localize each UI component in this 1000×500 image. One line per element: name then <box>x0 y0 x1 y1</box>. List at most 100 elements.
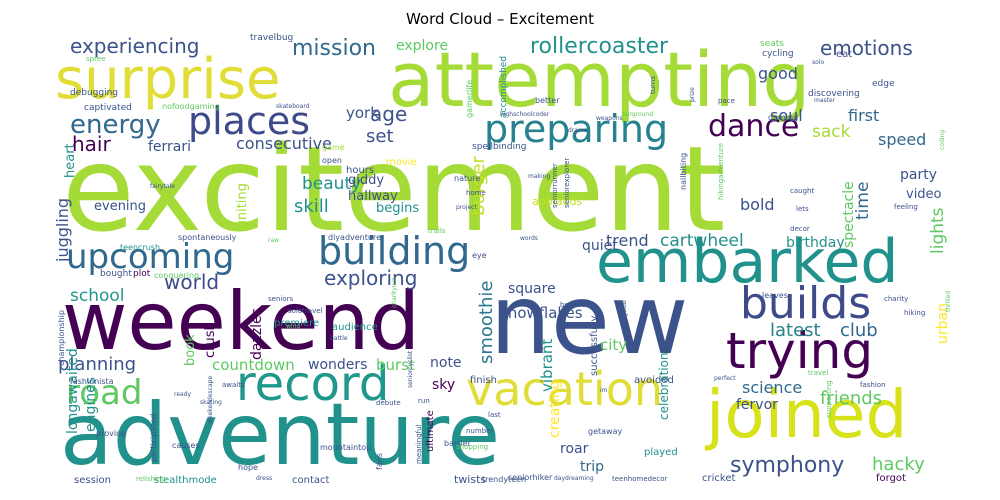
cloud-word: participated <box>149 413 158 462</box>
cloud-word: adventure <box>60 385 501 485</box>
cloud-word: fans <box>375 453 384 470</box>
cloud-word: causes <box>172 441 200 450</box>
cloud-word: exploring <box>324 266 418 290</box>
cloud-word: supporting <box>825 380 833 418</box>
cloud-word: perfect <box>714 375 736 382</box>
cloud-word: session <box>74 475 112 486</box>
cloud-word: trendyteen <box>482 475 527 484</box>
cloud-word: city <box>600 336 628 354</box>
cloud-word: spectacle <box>841 181 857 248</box>
cloud-word: soul <box>770 106 803 125</box>
cloud-word: wonders <box>308 357 368 373</box>
cloud-word: accomplished <box>499 55 509 118</box>
cloud-word: party <box>900 167 937 183</box>
cloud-word: dance <box>708 109 800 144</box>
cloud-word: decor <box>790 225 810 233</box>
cloud-word: seniorhiker <box>508 473 553 482</box>
cloud-word: skateboard <box>276 103 310 110</box>
cloud-word: sack <box>812 122 851 142</box>
cloud-word: applauds <box>532 195 583 208</box>
cloud-word: last <box>488 411 501 419</box>
cloud-word: diyadventure <box>328 233 381 242</box>
cloud-word: daydreaming <box>554 475 594 482</box>
cloud-word: burst <box>376 356 415 374</box>
cloud-word: wind <box>286 323 301 330</box>
cloud-word: skill <box>294 196 329 217</box>
cloud-word: booked <box>560 301 586 309</box>
cloud-word: science <box>742 378 803 397</box>
cloud-word: birthday <box>786 235 845 251</box>
cloud-word: juggling <box>53 197 72 262</box>
cloud-word: finish <box>470 375 497 386</box>
cloud-word: hair <box>72 132 111 156</box>
cloud-word: nofoodgaming <box>162 102 220 111</box>
cloud-word: cricket <box>702 473 736 484</box>
cloud-word: spontaneously <box>178 233 237 242</box>
cloud-word: evening <box>94 199 147 214</box>
cloud-word: school <box>70 286 125 306</box>
cloud-word: longawaited <box>65 348 81 434</box>
cloud-word: nailbiting <box>679 152 688 190</box>
cloud-word: getaway <box>588 427 623 436</box>
cloud-word: beauty <box>302 174 362 194</box>
cloud-word: fairytale <box>150 183 175 190</box>
cloud-word: hope <box>238 463 258 472</box>
cloud-word: preparing <box>484 107 669 151</box>
cloud-word: better <box>535 96 560 105</box>
cloud-word: discovering <box>808 89 860 99</box>
cloud-word: turns <box>649 75 657 94</box>
cloud-word: trip <box>580 459 605 475</box>
cloud-word: begins <box>376 201 420 216</box>
cloud-word: solo <box>812 59 825 66</box>
cloud-word: cycling <box>762 49 794 59</box>
cloud-word: builds <box>740 278 872 329</box>
cloud-word: run <box>418 397 430 405</box>
cloud-word: captivated <box>84 103 132 113</box>
cloud-word: game <box>322 143 345 152</box>
cloud-word: proving <box>96 429 127 438</box>
cloud-word: audience <box>332 322 378 333</box>
cloud-word: skating <box>200 399 222 406</box>
cloud-word: emotions <box>820 36 913 60</box>
cloud-word: hours <box>346 165 375 176</box>
cloud-word: gaming <box>768 113 799 122</box>
cloud-word: teenhomedecor <box>612 475 668 483</box>
cloud-word: seniors <box>268 295 294 303</box>
cloud-word: vacation <box>466 362 664 416</box>
cloud-word: age <box>370 102 408 126</box>
cloud-word: latest <box>770 320 821 341</box>
cloud-word: countdown <box>212 356 295 374</box>
cloud-word: plot <box>133 269 151 279</box>
cloud-word: seniorcyclist <box>407 350 414 388</box>
cloud-word: rollercoaster <box>530 34 669 59</box>
cloud-word: roar <box>560 441 589 457</box>
cloud-word: hikingadventure <box>717 142 725 200</box>
cloud-word: mission <box>292 36 376 61</box>
cloud-word: hallway <box>348 189 398 204</box>
cloud-word: weekendescape <box>207 375 214 424</box>
cloud-word: words <box>520 235 538 242</box>
cloud-word: shopping <box>456 443 489 451</box>
cloud-word: prize <box>689 87 696 102</box>
cloud-word: cyclingclub <box>621 300 628 334</box>
cloud-word: bold <box>740 195 775 214</box>
cloud-word: excitement <box>62 120 726 258</box>
cloud-word: travelbug <box>250 33 294 43</box>
cloud-word: giddy <box>348 173 385 188</box>
cloud-word: solotravel <box>288 307 323 315</box>
cloud-word: record <box>236 356 390 412</box>
cloud-word: energy <box>70 110 161 140</box>
cloud-word: charityrun <box>391 277 398 308</box>
cloud-word: friends <box>820 388 883 409</box>
cloud-word: stealthmode <box>154 475 217 486</box>
cloud-word: eye <box>472 251 487 260</box>
cloud-word: project <box>456 204 477 211</box>
cloud-word: number <box>466 427 494 435</box>
cloud-word: forgot <box>876 473 906 484</box>
cloud-word: spellbinding <box>472 142 527 152</box>
cloud-word: contact <box>292 475 330 486</box>
cloud-word: consecutive <box>236 134 332 153</box>
cloud-word: club <box>840 320 878 341</box>
cloud-word: embarked <box>596 227 899 297</box>
